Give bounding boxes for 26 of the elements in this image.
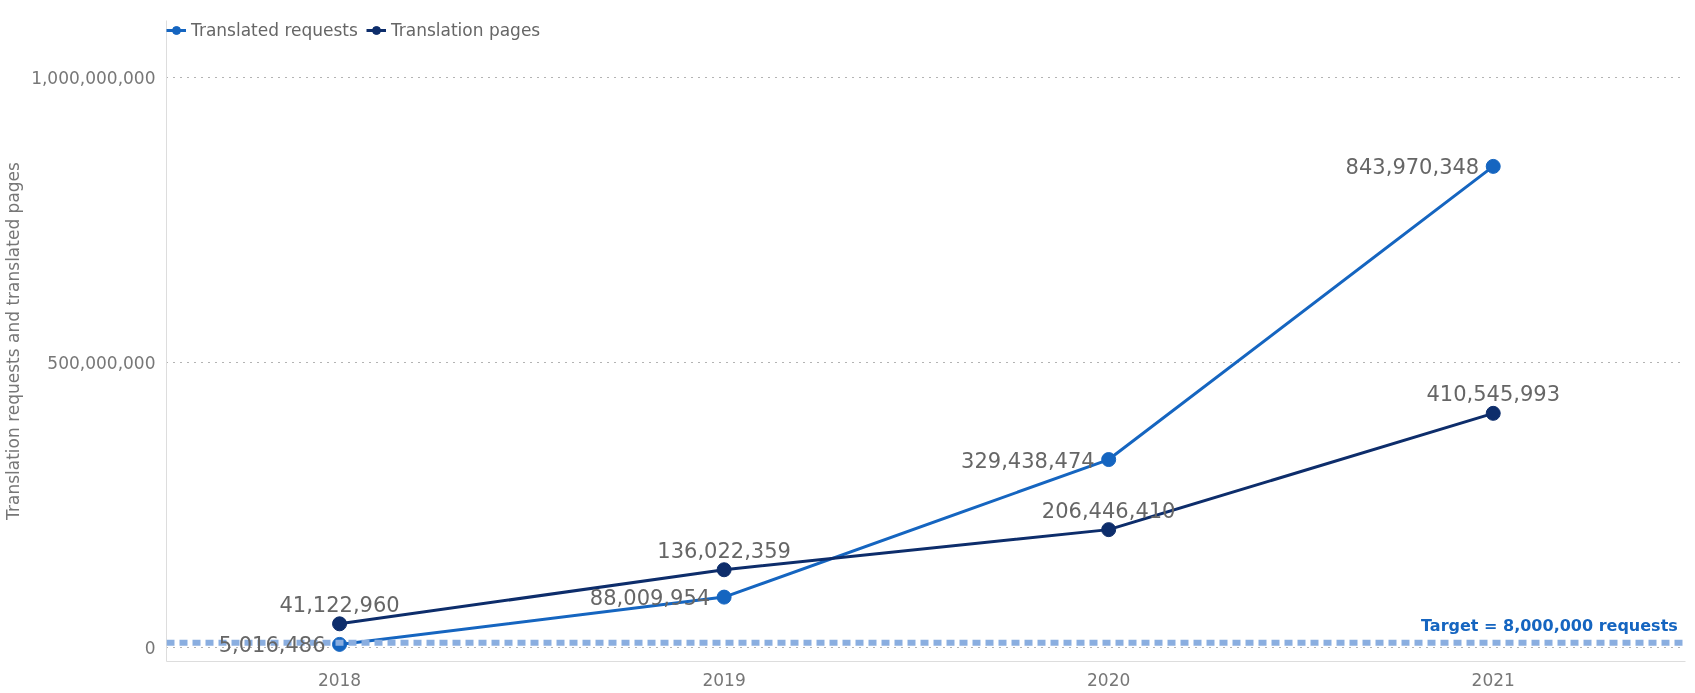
y-axis-title: Translation requests and translated pages — [3, 161, 24, 521]
point — [332, 616, 348, 632]
x-tick-label: 2021 — [1471, 669, 1515, 690]
point — [1101, 452, 1117, 468]
legend-label: Translation pages — [390, 20, 541, 40]
y-tick-label: 1,000,000,000 — [31, 67, 156, 88]
point — [1101, 522, 1117, 538]
x-tick-label: 2018 — [317, 669, 362, 690]
data-label: 410,545,993 — [1426, 382, 1561, 407]
point — [716, 589, 732, 605]
x-tick-label: 2019 — [702, 669, 746, 690]
data-label: 206,446,410 — [1041, 498, 1176, 523]
legend-label: Translated requests — [191, 20, 358, 40]
data-label: 843,970,348 — [1345, 155, 1480, 180]
data-label: 329,438,474 — [961, 448, 1095, 473]
point — [1485, 158, 1501, 174]
data-label: 88,009,954 — [589, 586, 711, 611]
data-label: 136,022,359 — [657, 538, 791, 563]
x-tick-label: 2020 — [1087, 669, 1131, 690]
y-tick-label: 500,000,000 — [47, 352, 156, 373]
y-tick-label: 0 — [144, 637, 156, 658]
point — [1485, 405, 1501, 421]
point — [716, 562, 732, 578]
data-label: 5,016,486 — [218, 633, 326, 658]
data-label: 41,122,960 — [279, 592, 400, 617]
ref-line-label: Target = 8,000,000 requests — [1420, 615, 1678, 635]
